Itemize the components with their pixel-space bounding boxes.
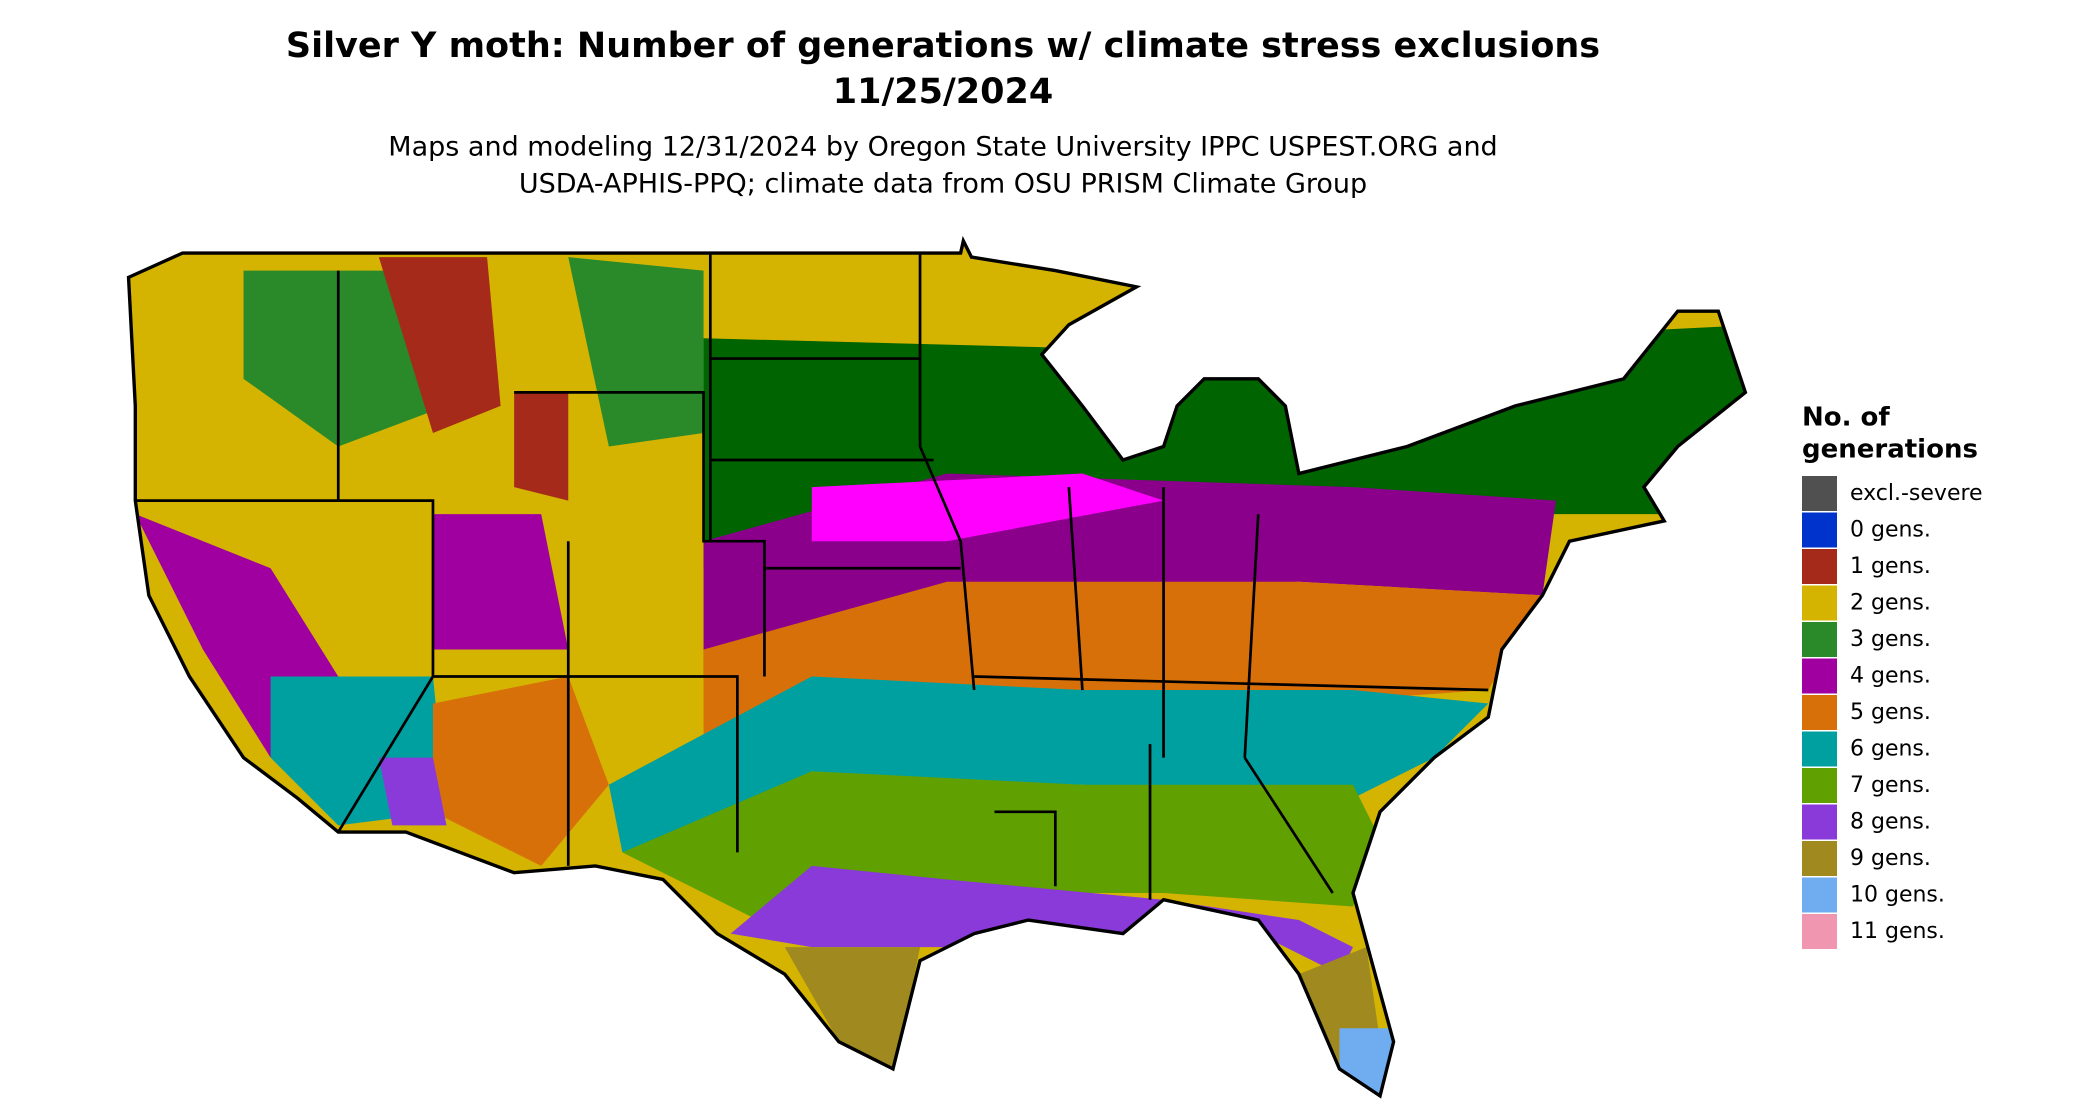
legend: No. of generations excl.-severe 0 gens. 1 … (1802, 403, 1983, 949)
legend-swatch (1802, 768, 1837, 803)
legend-title: generations (1802, 435, 1978, 465)
legend-title: No. of (1802, 403, 1890, 433)
legend-label: 5 gens. (1850, 700, 1931, 725)
legend-label: 2 gens. (1850, 591, 1931, 616)
legend-swatch (1802, 914, 1837, 949)
legend-label: excl.-severe (1850, 481, 1983, 506)
legend-label: 1 gens. (1850, 554, 1931, 579)
legend-swatch (1802, 549, 1837, 584)
legend-label: 10 gens. (1850, 883, 1945, 908)
subtitle: USDA-APHIS-PPQ; climate data from OSU PR… (519, 169, 1367, 200)
legend-swatch (1802, 622, 1837, 657)
legend-swatch (1802, 841, 1837, 876)
legend-swatch (1802, 731, 1837, 767)
legend-swatch (1802, 804, 1837, 840)
legend-label: 8 gens. (1850, 810, 1931, 835)
map-title: Silver Y moth: Number of generations w/ … (286, 26, 1600, 66)
legend-swatch (1802, 585, 1837, 621)
legend-swatch (1802, 512, 1837, 548)
legend-label: 7 gens. (1850, 773, 1931, 798)
legend-swatch (1802, 695, 1837, 730)
legend-label: 6 gens. (1850, 737, 1931, 762)
map (126, 235, 1748, 1099)
legend-label: 11 gens. (1850, 919, 1945, 944)
legend-swatch (1802, 476, 1837, 511)
subtitle: Maps and modeling 12/31/2024 by Oregon S… (388, 132, 1497, 163)
map-date: 11/25/2024 (833, 72, 1053, 112)
legend-label: 4 gens. (1850, 664, 1931, 689)
us-outline (126, 235, 1748, 1099)
legend-swatch (1802, 658, 1837, 694)
legend-label: 9 gens. (1850, 846, 1931, 871)
legend-label: 3 gens. (1850, 627, 1931, 652)
state-borders (135, 251, 1489, 900)
legend-swatch (1802, 877, 1837, 913)
legend-label: 0 gens. (1850, 518, 1931, 543)
generation-zones (128, 240, 1746, 1096)
